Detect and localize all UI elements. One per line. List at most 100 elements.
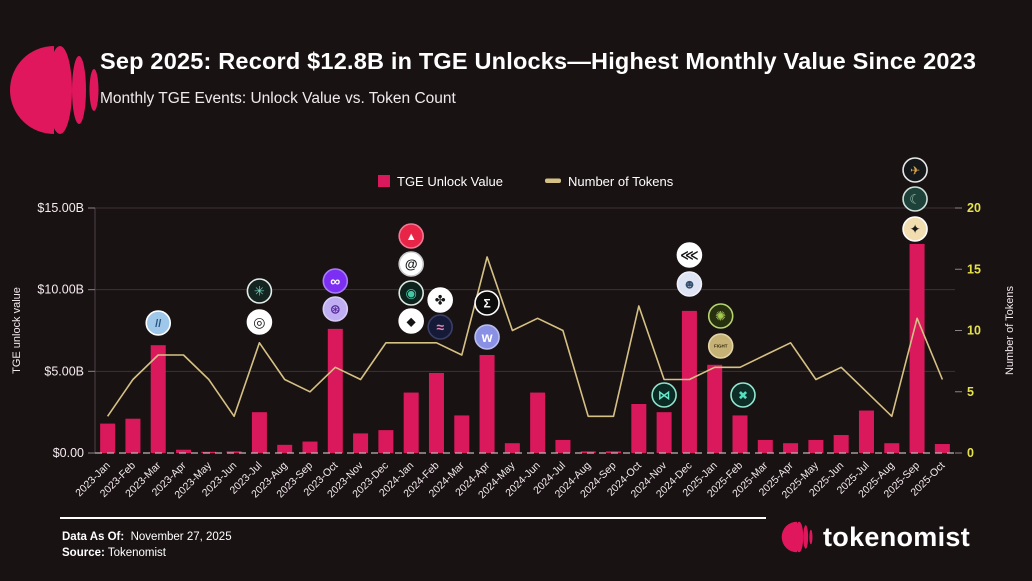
source-label: Source: <box>62 547 105 559</box>
svg-text:◆: ◆ <box>407 314 417 328</box>
data-as-of-line: Data As Of: November 27, 2025 <box>62 529 232 545</box>
footer-divider <box>60 517 766 519</box>
bar-2023-Oct <box>327 328 343 453</box>
gold-falcon-token-icon: ✈ <box>902 157 928 183</box>
left-axis-tick-label: $15.00B <box>37 201 84 215</box>
bar-2023-Jan <box>100 423 116 453</box>
svg-text:☾: ☾ <box>909 192 921 207</box>
bar-2024-Feb <box>428 372 444 453</box>
source-value: Tokenomist <box>107 547 166 559</box>
bar-2023-Jul <box>251 412 267 453</box>
left-axis-tick-label: $0.00 <box>53 446 84 460</box>
bar-2025-Sep <box>909 243 925 453</box>
left-axis-tick-label: $5.00B <box>44 364 84 378</box>
at-spiral-token-icon: @ <box>398 251 424 277</box>
chart-legend: TGE Unlock Value Number of Tokens <box>378 174 674 189</box>
teal-x-token-icon: ✖ <box>730 382 756 408</box>
bar-2025-Apr <box>783 443 799 453</box>
right-axis-tick-label: 10 <box>967 324 981 338</box>
bar-2024-Jan <box>403 392 419 453</box>
radial-spokes-token-icon: ✳ <box>246 278 273 304</box>
svg-text:⊛: ⊛ <box>330 302 341 317</box>
svg-text:◉: ◉ <box>406 286 417 301</box>
black-wings-token-icon: ⋘ <box>676 242 703 268</box>
arbitrum-token-icon: // <box>145 310 172 336</box>
svg-text:✈: ✈ <box>910 163 920 177</box>
bar-2025-Oct <box>934 444 950 453</box>
bar-2023-Dec <box>378 430 394 453</box>
galaxy-swirl-token-icon: ≈ <box>427 314 453 340</box>
legend-swatch-bar <box>378 175 390 187</box>
legend-swatch-line <box>545 178 561 183</box>
bar-2024-Dec <box>681 310 697 453</box>
svg-text:@: @ <box>405 257 418 272</box>
svg-text:✺: ✺ <box>715 309 726 324</box>
data-as-of-value: November 27, 2025 <box>130 531 232 543</box>
bar-2023-Aug <box>277 444 293 453</box>
teal-arcs-token-icon: ◉ <box>398 280 424 306</box>
diamond-token-icon: ◆ <box>398 308 424 334</box>
svg-text:∞: ∞ <box>330 273 340 289</box>
bar-2023-Jun <box>226 451 242 453</box>
data-as-of-label: Data As Of: <box>62 531 125 543</box>
left-axis-tick-label: $10.00B <box>37 283 84 297</box>
tokenomist-footer-logo-icon <box>781 521 813 553</box>
bowtie-token-icon: ⋈ <box>651 382 677 408</box>
bar-2025-May <box>808 439 824 453</box>
svg-text:⋘: ⋘ <box>680 248 699 263</box>
bar-2025-Mar <box>757 439 773 453</box>
svg-text:w: w <box>481 329 493 345</box>
fight-token-icon: FIGHT <box>707 333 734 359</box>
svg-text:✤: ✤ <box>435 293 446 308</box>
bar-2025-Feb <box>732 415 748 453</box>
header: Sep 2025: Record $12.8B in TGE Unlocks—H… <box>0 0 1032 148</box>
svg-text:✖: ✖ <box>738 388 748 402</box>
bar-2023-Apr <box>176 449 192 453</box>
bar-2024-Mar <box>454 415 470 453</box>
bar-2024-Jul <box>555 439 571 453</box>
svg-text:FIGHT: FIGHT <box>714 344 728 349</box>
bar-2025-Jan <box>707 364 723 453</box>
sigma-token-icon: Σ <box>474 290 500 316</box>
bar-2025-Jul <box>858 410 874 453</box>
footer-brand: tokenomist <box>781 515 970 559</box>
red-triangle-token-icon: ▲ <box>398 223 424 249</box>
bar-2025-Aug <box>884 443 900 453</box>
token-count-line <box>106 256 944 418</box>
right-axis-tick-label: 5 <box>967 385 974 399</box>
bar-2024-Aug <box>580 451 596 453</box>
wormhole-token-icon: w <box>474 324 500 350</box>
bar-2023-Mar <box>150 345 166 453</box>
svg-text:≈: ≈ <box>436 319 444 335</box>
tge-unlock-combo-chart: TGE Unlock Value Number of Tokens $0.00 $5.… <box>11 157 1016 501</box>
bar-2024-Jun <box>530 392 546 453</box>
right-axis-tick-label: 15 <box>967 262 981 276</box>
worldcoin-token-icon: ◎ <box>246 309 273 335</box>
purple-sphere-token-icon: ⊛ <box>322 296 349 322</box>
svg-text:✳: ✳ <box>254 284 265 299</box>
right-axis-title: Number of Tokens <box>1004 285 1016 375</box>
bar-2024-Sep <box>606 451 622 453</box>
bar-2024-Oct <box>631 404 647 453</box>
right-axis-tick-label: 0 <box>967 446 974 460</box>
legend-label-token-count: Number of Tokens <box>568 174 674 189</box>
page-subtitle: Monthly TGE Events: Unlock Value vs. Tok… <box>100 90 456 107</box>
svg-text:▲: ▲ <box>406 231 417 243</box>
svg-text:✦: ✦ <box>910 222 921 237</box>
tokenomist-logo-icon <box>10 46 99 134</box>
bar-2023-Nov <box>353 433 369 453</box>
compass-star-token-icon: ✦ <box>902 216 928 242</box>
green-moon-token-icon: ☾ <box>902 186 928 212</box>
tokenomist-wordmark: tokenomist <box>823 521 971 552</box>
green-starburst-token-icon: ✺ <box>707 303 734 329</box>
bar-2023-Feb <box>125 418 141 453</box>
page-title: Sep 2025: Record $12.8B in TGE Unlocks—H… <box>100 48 977 74</box>
footer-meta: Data As Of: November 27, 2025 Source: To… <box>62 529 232 561</box>
clover-token-icon: ✤ <box>427 287 453 313</box>
bar-2024-Nov <box>656 412 672 453</box>
right-axis-tick-label: 20 <box>967 201 981 215</box>
svg-text:Σ: Σ <box>483 296 490 310</box>
bar-2024-May <box>504 443 520 453</box>
left-axis-title: TGE unlock value <box>11 287 23 374</box>
pudgy-penguin-token-icon: ☻ <box>676 271 703 297</box>
